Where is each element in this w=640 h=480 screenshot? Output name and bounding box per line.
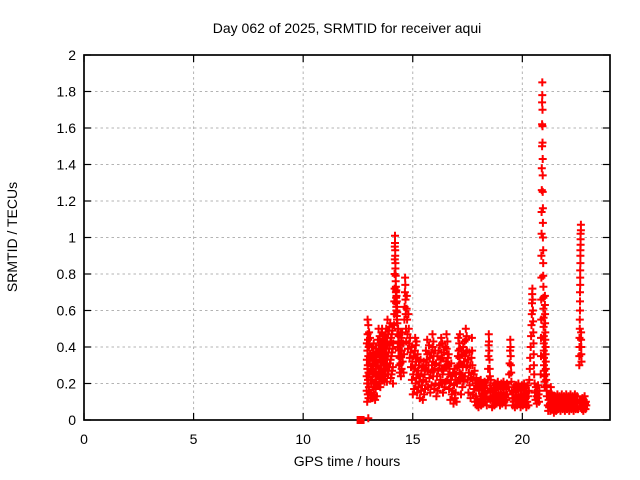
- y-tick-label: 0.6: [57, 303, 77, 319]
- x-tick-label: 5: [190, 431, 198, 447]
- x-tick-label: 10: [295, 431, 311, 447]
- y-tick-label: 1: [68, 230, 76, 246]
- x-axis-label: GPS time / hours: [294, 453, 401, 469]
- y-tick-label: 1.4: [57, 157, 77, 173]
- start-flag-marker: [356, 416, 365, 424]
- x-tick-label: 20: [515, 431, 531, 447]
- y-tick-label: 0.4: [57, 339, 77, 355]
- y-tick-label: 1.8: [57, 84, 77, 100]
- y-tick-label: 0.2: [57, 376, 77, 392]
- chart-title: Day 062 of 2025, SRMTID for receiver aqu…: [213, 20, 481, 36]
- y-tick-label: 0: [68, 412, 76, 428]
- y-tick-label: 2: [68, 47, 76, 63]
- y-tick-label: 1.6: [57, 120, 77, 136]
- x-tick-label: 15: [405, 431, 421, 447]
- y-tick-label: 1.2: [57, 193, 77, 209]
- srmtid-points: [362, 78, 591, 423]
- y-tick-label: 0.8: [57, 266, 77, 282]
- plot-area: 0 5 10 15 20 0 0.2 0.4 0.6 0.8 1 1.2 1.4 1.6 1.8 2: [57, 47, 611, 447]
- x-tick-label: 0: [80, 431, 88, 447]
- y-axis-label: SRMTID / TECUs: [4, 182, 20, 292]
